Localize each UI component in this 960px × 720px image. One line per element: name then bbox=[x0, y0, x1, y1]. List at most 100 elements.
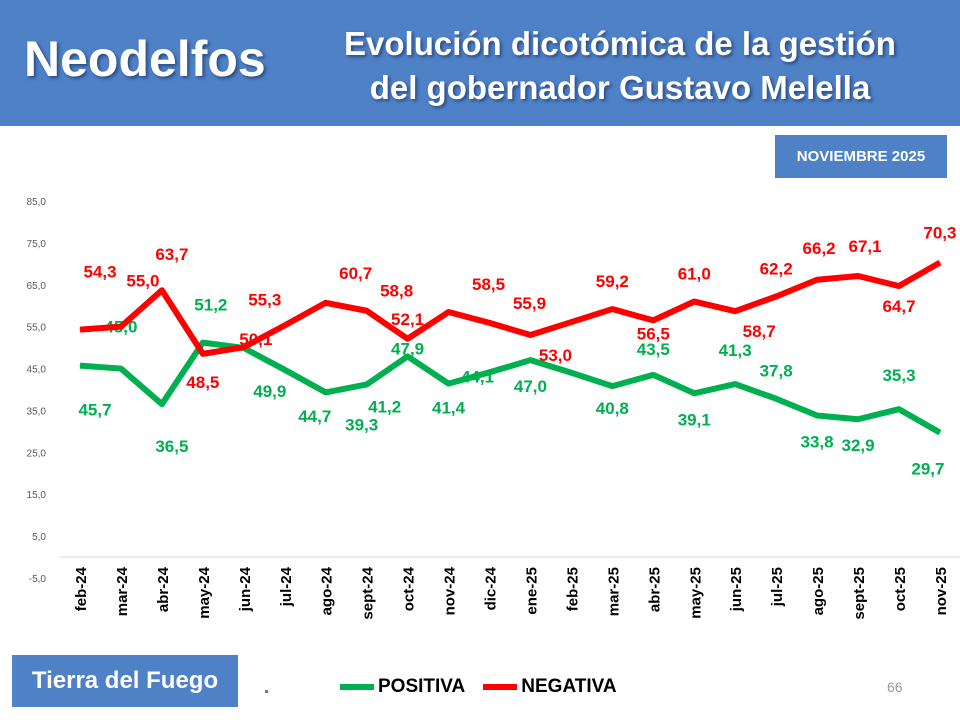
data-label-positiva: 29,7 bbox=[911, 460, 944, 479]
x-tick-label: oct-25 bbox=[892, 567, 909, 611]
data-point-positiva bbox=[284, 369, 286, 371]
data-label-negativa: 59,2 bbox=[596, 272, 629, 291]
data-point-negativa bbox=[734, 310, 736, 312]
series-line-positiva bbox=[79, 339, 942, 436]
data-label-negativa: 50,1 bbox=[239, 330, 272, 349]
data-point-negativa bbox=[325, 302, 327, 304]
data-label-negativa: 70,3 bbox=[923, 224, 956, 243]
data-label-positiva: 43,5 bbox=[637, 340, 670, 359]
x-tick-label: nov-25 bbox=[933, 567, 950, 615]
data-point-positiva bbox=[816, 414, 818, 416]
data-point-negativa bbox=[857, 275, 859, 277]
brand-logo: Neodelfos bbox=[24, 31, 266, 87]
legend-label-positiva: POSITIVA bbox=[378, 676, 466, 697]
x-tick-label: jun-24 bbox=[237, 566, 254, 612]
x-tick-label: dic-24 bbox=[483, 566, 500, 610]
data-point-negativa bbox=[202, 353, 204, 355]
data-point-positiva bbox=[202, 342, 204, 344]
data-point-negativa bbox=[243, 346, 245, 348]
data-label-positiva: 47,0 bbox=[514, 377, 547, 396]
x-tick-label: feb-25 bbox=[564, 567, 581, 611]
data-point-negativa bbox=[570, 321, 572, 323]
x-tick-label: abr-25 bbox=[646, 567, 663, 612]
data-label-negativa: 56,5 bbox=[637, 324, 670, 343]
data-point-negativa bbox=[284, 324, 286, 326]
data-label-positiva: 39,3 bbox=[345, 415, 378, 434]
data-label-positiva: 49,9 bbox=[253, 382, 286, 401]
data-point-negativa bbox=[448, 311, 450, 313]
data-point-positiva bbox=[120, 368, 122, 370]
x-tick-label: oct-24 bbox=[401, 566, 418, 611]
legend: POSITIVA NEGATIVA bbox=[340, 676, 617, 698]
data-label-positiva: 44,1 bbox=[461, 367, 494, 386]
data-point-negativa bbox=[407, 338, 409, 340]
y-tick-label: 65,0 bbox=[27, 281, 47, 292]
data-label-positiva: 32,9 bbox=[842, 436, 875, 455]
x-tick-label: jul-24 bbox=[278, 566, 295, 607]
x-tick-label: nov-24 bbox=[442, 566, 459, 615]
data-label-positiva: 35,3 bbox=[882, 366, 915, 385]
y-tick-label: -5,0 bbox=[29, 574, 47, 585]
legend-label-negativa: NEGATIVA bbox=[521, 676, 617, 697]
data-label-positiva: 33,8 bbox=[801, 432, 834, 451]
x-tick-label: ago-25 bbox=[810, 567, 827, 615]
series-line-negativa bbox=[79, 259, 942, 357]
x-tick-label: may-24 bbox=[196, 566, 213, 618]
x-tick-label: jul-25 bbox=[769, 567, 786, 607]
legend-swatch-negativa bbox=[483, 684, 518, 690]
data-point-negativa bbox=[693, 301, 695, 303]
data-point-positiva bbox=[939, 432, 941, 434]
data-label-negativa: 52,1 bbox=[391, 310, 424, 329]
x-tick-label: mar-24 bbox=[114, 566, 131, 616]
data-label-negativa: 54,3 bbox=[83, 263, 116, 282]
legend-swatch-positiva bbox=[340, 684, 374, 690]
data-point-positiva bbox=[775, 398, 777, 400]
data-label-negativa: 53,0 bbox=[539, 346, 572, 365]
y-tick-label: 15,0 bbox=[27, 490, 47, 501]
data-point-positiva bbox=[693, 392, 695, 394]
y-tick-label: 35,0 bbox=[27, 406, 47, 417]
data-point-positiva bbox=[407, 355, 409, 357]
page-number: 66 bbox=[887, 679, 903, 695]
data-label-positiva: 36,5 bbox=[155, 437, 188, 456]
data-point-negativa bbox=[611, 308, 613, 310]
x-tick-label: ene-25 bbox=[523, 567, 540, 615]
data-point-negativa bbox=[366, 310, 368, 312]
data-point-positiva bbox=[898, 408, 900, 410]
data-label-negativa: 63,7 bbox=[155, 245, 188, 264]
x-tick-label: ago-24 bbox=[319, 566, 336, 615]
x-tick-label: mar-25 bbox=[605, 567, 622, 616]
data-label-positiva: 51,2 bbox=[194, 296, 227, 315]
data-point-negativa bbox=[161, 289, 163, 291]
data-point-negativa bbox=[489, 322, 490, 324]
data-label-negativa: 58,5 bbox=[472, 275, 505, 294]
data-label-positiva: 41,4 bbox=[432, 399, 466, 418]
data-point-positiva bbox=[325, 391, 327, 393]
y-tick-label: 45,0 bbox=[27, 365, 47, 376]
data-label-negativa: 48,5 bbox=[186, 373, 219, 392]
data-label-negativa: 58,8 bbox=[380, 282, 413, 301]
x-tick-label: abr-24 bbox=[155, 566, 172, 612]
data-label-positiva: 47,9 bbox=[391, 339, 424, 358]
data-point-positiva bbox=[448, 383, 450, 385]
x-tick-label: sept-25 bbox=[851, 567, 868, 620]
legend-negativa: NEGATIVA bbox=[483, 676, 617, 698]
data-point-positiva bbox=[611, 385, 613, 387]
date-badge: NOVIEMBRE 2025 bbox=[775, 135, 947, 178]
data-label-negativa: 66,2 bbox=[803, 239, 836, 258]
data-label-positiva: 41,3 bbox=[719, 341, 752, 360]
decorative-dot bbox=[265, 690, 268, 693]
data-point-positiva bbox=[652, 374, 654, 376]
data-point-negativa bbox=[529, 334, 531, 336]
data-point-negativa bbox=[898, 285, 900, 287]
data-point-positiva bbox=[734, 383, 736, 385]
data-label-positiva: 37,8 bbox=[760, 362, 793, 381]
y-tick-label: 75,0 bbox=[27, 239, 47, 250]
data-label-positiva: 41,2 bbox=[368, 397, 401, 416]
x-tick-label: may-25 bbox=[687, 567, 704, 619]
header-banner: Neodelfos Evolución dicotómica de la ges… bbox=[0, 0, 960, 126]
data-label-positiva: 45,7 bbox=[78, 401, 111, 420]
data-point-positiva bbox=[857, 418, 859, 420]
data-point-negativa bbox=[775, 296, 777, 298]
